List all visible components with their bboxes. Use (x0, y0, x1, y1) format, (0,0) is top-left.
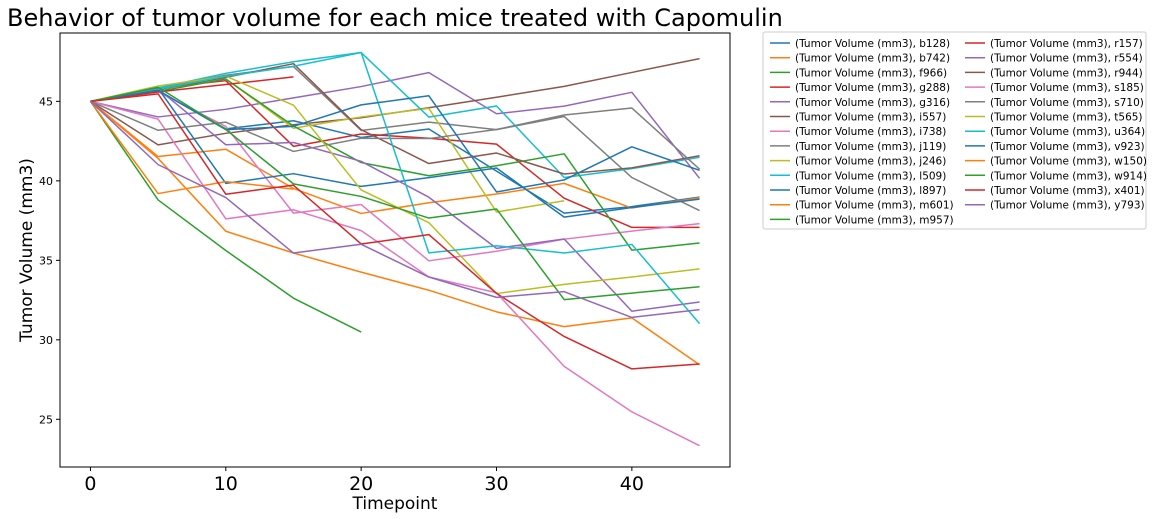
x-tick-label: 10 (214, 473, 238, 495)
legend-label-w914: (Tumor Volume (mm3), w914) (990, 170, 1147, 182)
series-line-f966 (89, 100, 362, 333)
legend-label-t565: (Tumor Volume (mm3), t565) (990, 112, 1143, 124)
y-axis-label: Tumor Volume (mm3) (17, 158, 37, 343)
legend-label-r944: (Tumor Volume (mm3), r944) (990, 67, 1143, 79)
legend-label-r554: (Tumor Volume (mm3), r554) (990, 53, 1143, 65)
series-line-r157 (90, 76, 294, 103)
legend-label-r157: (Tumor Volume (mm3), r157) (990, 38, 1143, 50)
x-tick-label: 30 (484, 473, 508, 495)
legend-label-b128: (Tumor Volume (mm3), b128) (795, 38, 950, 50)
series-line-x401 (90, 93, 700, 370)
legend-label-b742: (Tumor Volume (mm3), b742) (795, 53, 950, 65)
y-axis: 25 30 35 40 45 (39, 95, 60, 426)
legend-label-g288: (Tumor Volume (mm3), g288) (795, 82, 950, 94)
legend-label-i557: (Tumor Volume (mm3), i557) (795, 112, 946, 124)
series-line-w150 (89, 100, 294, 195)
series-line-t565 (90, 75, 700, 295)
x-axis-label: Timepoint (352, 494, 438, 514)
series-line-r554 (90, 88, 700, 312)
legend-label-i738: (Tumor Volume (mm3), i738) (795, 126, 946, 138)
legend: (Tumor Volume (mm3), b128) (Tumor Volume … (762, 31, 1147, 230)
legend-label-f966: (Tumor Volume (mm3), f966) (795, 67, 947, 79)
series-line-v923 (90, 89, 700, 193)
series-line-s710 (90, 100, 701, 170)
legend-box (762, 31, 1147, 230)
y-tick-label: 25 (39, 413, 53, 426)
series-lines (89, 51, 701, 447)
legend-label-l509: (Tumor Volume (mm3), l509) (795, 170, 946, 182)
series-line-g316 (90, 71, 701, 179)
legend-label-x401: (Tumor Volume (mm3), x401) (990, 185, 1145, 197)
y-tick-label: 45 (39, 95, 53, 108)
plot-frame (59, 32, 731, 468)
legend-label-l897: (Tumor Volume (mm3), l897) (795, 185, 946, 197)
series-line-l897 (90, 87, 700, 218)
legend-label-s710: (Tumor Volume (mm3), s710) (990, 97, 1144, 109)
series-line-b742 (89, 100, 700, 215)
y-tick-label: 30 (39, 334, 53, 347)
x-tick-label: 40 (620, 473, 644, 495)
series-line-m601 (89, 100, 700, 366)
x-tick-label: 20 (349, 473, 373, 495)
legend-label-y793: (Tumor Volume (mm3), y793) (990, 200, 1145, 212)
series-line-s185 (90, 100, 700, 447)
legend-label-m957: (Tumor Volume (mm3), m957) (795, 214, 954, 226)
series-line-m957 (90, 78, 700, 251)
y-tick-label: 35 (39, 254, 53, 267)
legend-label-j246: (Tumor Volume (mm3), j246) (795, 156, 946, 168)
legend-label-g316: (Tumor Volume (mm3), g316) (795, 97, 950, 109)
x-tick-label: 0 (84, 473, 96, 495)
chart-title: Behavior of tumor volume for each mice t… (7, 4, 783, 32)
legend-label-m601: (Tumor Volume (mm3), m601) (795, 200, 954, 212)
legend-label-j119: (Tumor Volume (mm3), j119) (795, 141, 946, 153)
series-line-u364 (90, 51, 701, 325)
legend-label-s185: (Tumor Volume (mm3), s185) (990, 82, 1144, 94)
legend-label-u364: (Tumor Volume (mm3), u364) (990, 126, 1145, 138)
legend-label-v923: (Tumor Volume (mm3), v923) (990, 141, 1145, 153)
series-line-w914 (90, 86, 700, 301)
y-tick-label: 40 (39, 175, 53, 188)
legend-label-w150: (Tumor Volume (mm3), w150) (990, 156, 1147, 168)
x-axis: 0 10 20 30 40 (84, 467, 644, 495)
series-line-y793 (89, 100, 700, 319)
